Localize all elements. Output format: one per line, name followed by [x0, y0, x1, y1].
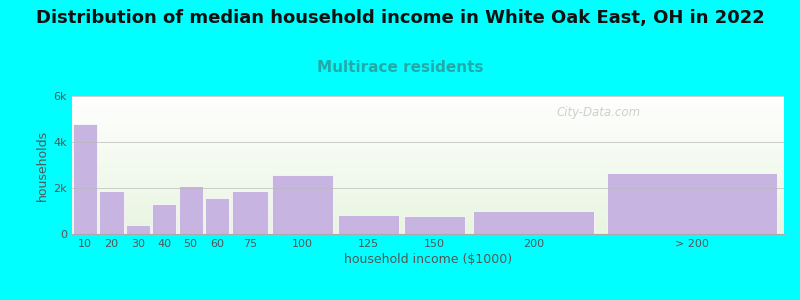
Bar	[273, 175, 333, 234]
Bar	[152, 204, 177, 234]
Bar	[232, 191, 268, 234]
Text: Distribution of median household income in White Oak East, OH in 2022: Distribution of median household income …	[36, 9, 764, 27]
Bar	[126, 225, 150, 234]
Text: City-Data.com: City-Data.com	[556, 106, 640, 119]
Bar	[178, 186, 202, 234]
Bar	[473, 211, 594, 234]
X-axis label: household income ($1000): household income ($1000)	[344, 253, 512, 266]
Bar	[99, 191, 124, 234]
Bar	[73, 124, 98, 234]
Bar	[404, 216, 465, 234]
Bar	[338, 215, 399, 234]
Y-axis label: households: households	[36, 129, 50, 201]
Bar	[205, 198, 229, 234]
Text: Multirace residents: Multirace residents	[317, 60, 483, 75]
Bar	[606, 173, 777, 234]
